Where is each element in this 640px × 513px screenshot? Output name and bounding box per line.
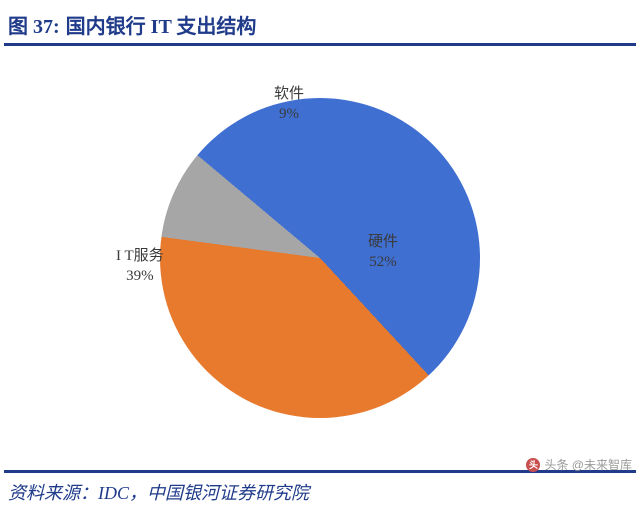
slice-name: 软件 — [274, 86, 304, 102]
watermark-text: 头条 @未来智库 — [544, 456, 632, 473]
pie-chart — [160, 98, 480, 418]
figure-title: 国内银行 IT 支出结构 — [66, 10, 257, 39]
slice-name: I T服务 — [116, 248, 164, 264]
watermark: 头 头条 @未来智库 — [526, 456, 632, 473]
slice-percent: 52% — [369, 254, 397, 270]
slice-name: 硬件 — [368, 234, 398, 250]
slice-label-硬件: 硬件 52% — [368, 232, 398, 273]
source-prefix: 资料来源： — [8, 483, 98, 503]
source-row: 资料来源：IDC，中国银河证券研究院 — [4, 473, 636, 509]
title-row: 图 37: 国内银行 IT 支出结构 — [4, 4, 636, 43]
watermark-icon: 头 — [526, 458, 540, 472]
slice-label-IT服务: I T服务 39% — [116, 246, 164, 287]
slice-label-软件: 软件 9% — [274, 84, 304, 125]
slice-percent: 39% — [126, 268, 154, 284]
pie-wrap — [160, 98, 480, 418]
chart-area — [4, 46, 636, 470]
slice-percent: 9% — [279, 106, 299, 122]
source-text: IDC，中国银河证券研究院 — [98, 483, 309, 503]
figure-number: 图 37: — [8, 10, 60, 39]
figure-container: 图 37: 国内银行 IT 支出结构 资料来源：IDC，中国银河证券研究院 头 … — [0, 0, 640, 513]
